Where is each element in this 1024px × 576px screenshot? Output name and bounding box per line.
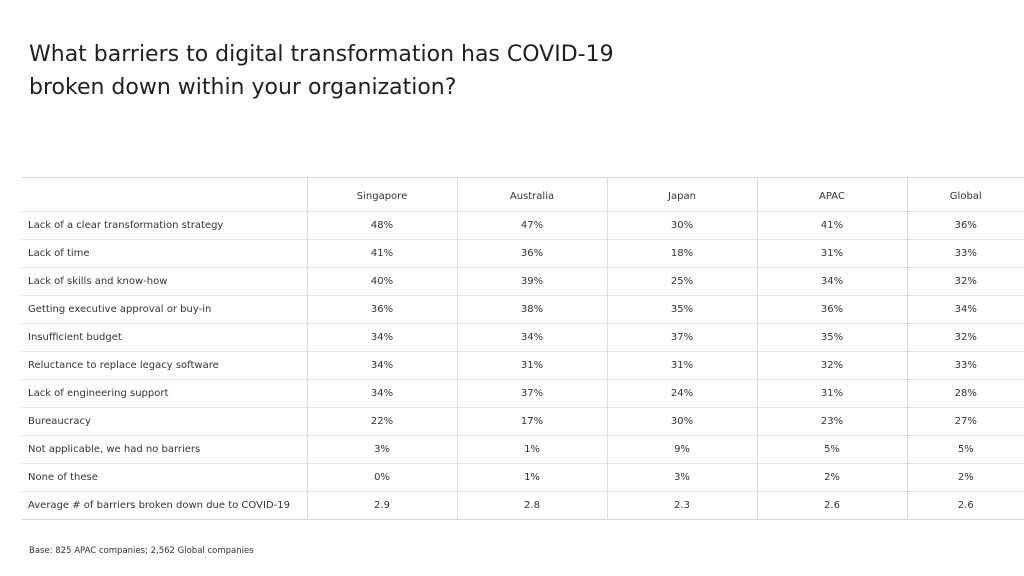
table-cell: 37% [456,379,607,408]
table-cell: 41% [756,211,907,240]
row-label: Not applicable, we had no barriers [22,435,307,464]
row-label: Lack of time [22,239,307,268]
table-row: Lack of skills and know-how 40% 39% 25% 34% 3… [22,267,1024,296]
table-cell: 3% [606,463,757,492]
table-cell: 34% [906,295,1024,324]
table-cell: 1% [456,435,607,464]
column-header: Japan [606,177,757,212]
table-row: Insufficient budget 34% 34% 37% 35% 32% [22,323,1024,352]
table-row: Bureaucracy 22% 17% 30% 23% 27% [22,407,1024,436]
row-label: Bureaucracy [22,407,307,436]
results-table: Singapore Australia Japan APAC Global Lack o… [22,177,1024,520]
table-row: None of these 0% 1% 3% 2% 2% [22,463,1024,492]
table-cell: 18% [606,239,757,268]
table-cell: 9% [606,435,757,464]
table-cell: 41% [306,239,457,268]
row-label: Insufficient budget [22,323,307,352]
table-cell: 32% [756,351,907,380]
table-row: Lack of a clear transformation strategy 4… [22,211,1024,240]
table-cell: 35% [606,295,757,324]
table-cell: 37% [606,323,757,352]
row-label: Lack of skills and know-how [22,267,307,296]
table-cell: 27% [906,407,1024,436]
table-cell: 31% [756,239,907,268]
table-cell: 25% [606,267,757,296]
table-cell: 31% [456,351,607,380]
table-cell: 36% [306,295,457,324]
table-cell: 30% [606,407,757,436]
table-cell: 47% [456,211,607,240]
row-label: None of these [22,463,307,492]
table-cell: 33% [906,239,1024,268]
table-cell: 39% [456,267,607,296]
table-cell: 34% [306,323,457,352]
table-cell: 2.6 [906,491,1024,520]
table-cell: 17% [456,407,607,436]
table-row: Getting executive approval or buy-in 36% 3… [22,295,1024,324]
row-label: Lack of a clear transformation strategy [22,211,307,240]
table-cell: 48% [306,211,457,240]
footnote: Base: 825 APAC companies; 2,562 Global c… [29,546,254,556]
table-cell: 22% [306,407,457,436]
table-cell: 32% [906,323,1024,352]
table-cell: 32% [906,267,1024,296]
table-cell: 34% [456,323,607,352]
table-cell: 34% [306,351,457,380]
column-header: Singapore [306,177,457,212]
table-cell: 2.8 [456,491,607,520]
header-cell-blank [22,177,307,212]
page-title: What barriers to digital transformation … [29,42,614,100]
table-cell: 34% [306,379,457,408]
table-cell: 1% [456,463,607,492]
results-table-container: Singapore Australia Japan APAC Global Lack o… [22,177,1024,520]
table-cell: 5% [756,435,907,464]
table-cell: 2% [756,463,907,492]
table-cell: 2.3 [606,491,757,520]
table-cell: 2.9 [306,491,457,520]
table-body: Lack of a clear transformation strategy 4… [22,211,1024,520]
row-label: Average # of barriers broken down due to… [22,491,307,520]
table-cell: 2% [906,463,1024,492]
table-cell: 5% [906,435,1024,464]
table-row: Lack of time 41% 36% 18% 31% 33% [22,239,1024,268]
table-cell: 38% [456,295,607,324]
column-header: APAC [756,177,907,212]
column-header: Global [906,177,1024,212]
row-label: Lack of engineering support [22,379,307,408]
row-label: Reluctance to replace legacy software [22,351,307,380]
table-cell: 30% [606,211,757,240]
table-cell: 23% [756,407,907,436]
table-cell: 28% [906,379,1024,408]
table-header-row: Singapore Australia Japan APAC Global [22,177,1024,212]
table-cell: 31% [756,379,907,408]
table-row: Reluctance to replace legacy software 34%… [22,351,1024,380]
column-header: Australia [456,177,607,212]
table-cell: 24% [606,379,757,408]
table-row: Average # of barriers broken down due to… [22,491,1024,520]
table-cell: 2.6 [756,491,907,520]
table-cell: 3% [306,435,457,464]
table-row: Not applicable, we had no barriers 3% 1% 9%… [22,435,1024,464]
table-row: Lack of engineering support 34% 37% 24% 31% 2… [22,379,1024,408]
table-cell: 36% [906,211,1024,240]
row-label: Getting executive approval or buy-in [22,295,307,324]
table-cell: 0% [306,463,457,492]
table-cell: 33% [906,351,1024,380]
table-cell: 36% [756,295,907,324]
table-cell: 36% [456,239,607,268]
table-cell: 40% [306,267,457,296]
table-cell: 35% [756,323,907,352]
table-cell: 31% [606,351,757,380]
table-cell: 34% [756,267,907,296]
